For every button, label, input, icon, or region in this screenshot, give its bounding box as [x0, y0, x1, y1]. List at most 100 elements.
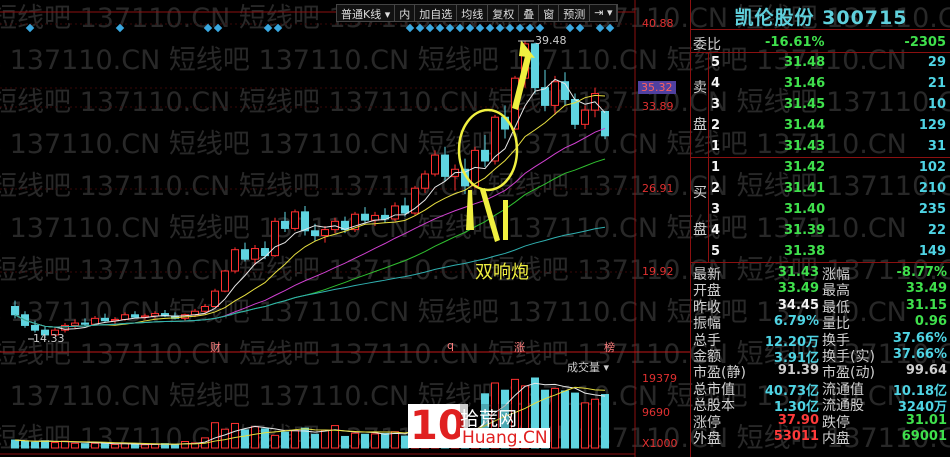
expand-menu-button[interactable]: ⇥ ▾	[590, 5, 618, 21]
event-diamond	[485, 23, 495, 33]
bid-price[interactable]: 31.39	[784, 223, 826, 238]
volume-axis-unit: X1000	[642, 437, 678, 450]
forecast-button[interactable]: 预测	[559, 5, 591, 21]
stat-label: 振幅	[693, 316, 721, 333]
volume-bar	[101, 443, 109, 449]
stat-label: 流通值	[822, 381, 864, 398]
moving-average-button[interactable]: 均线	[457, 5, 489, 21]
stat-value: 3240万	[897, 400, 947, 416]
candle-body	[61, 324, 69, 331]
stat-value: 34.45	[777, 297, 819, 313]
ask-level: 2	[711, 118, 721, 133]
candle-body	[531, 43, 539, 89]
event-diamond	[515, 23, 525, 33]
volume-bar	[581, 402, 589, 449]
volume-bar	[41, 440, 49, 449]
add-watchlist-button[interactable]: 加自选	[415, 5, 458, 21]
ask-side-label: 盘	[693, 117, 707, 133]
ask-price[interactable]: 31.44	[784, 118, 826, 133]
volume-bar	[171, 444, 179, 449]
volume-bar	[51, 442, 59, 449]
event-diamond	[425, 23, 435, 33]
annotations	[28, 40, 535, 340]
logo-name: 拾荒网	[460, 404, 518, 431]
bid-price[interactable]: 31.41	[784, 181, 826, 196]
candle-body	[51, 329, 59, 336]
order-ratio-label: 委比	[693, 37, 721, 53]
candle-body	[421, 173, 429, 189]
ma60-line	[14, 226, 606, 328]
stat-value: 31.01	[905, 412, 947, 428]
candle-body	[281, 220, 289, 229]
toolbar-inner-button[interactable]: 内	[395, 5, 416, 21]
stat-value: 37.66%	[892, 330, 947, 346]
ask-price[interactable]: 31.43	[784, 139, 826, 154]
candle-body	[261, 248, 269, 257]
overlay-button[interactable]: 叠	[519, 5, 540, 21]
bid-price[interactable]: 31.38	[784, 244, 826, 259]
event-diamond	[415, 23, 425, 33]
volume-bar	[241, 429, 249, 449]
bid-level: 4	[711, 223, 721, 238]
candle-body	[581, 109, 589, 125]
ma30-line	[14, 158, 606, 328]
bid-side-label: 盘	[693, 222, 707, 238]
annotation-arrow-up	[512, 52, 532, 110]
annotation-arrow-right	[480, 188, 500, 242]
annotation-circle	[457, 108, 519, 192]
stat-label: 换手	[822, 332, 850, 349]
ask-price[interactable]: 31.45	[784, 97, 826, 112]
volume-bar	[231, 422, 239, 449]
candle-body	[491, 116, 499, 162]
stat-value: 31.15	[905, 297, 947, 313]
bid-price[interactable]: 31.40	[784, 202, 826, 217]
price-axis-current: 35.32	[638, 81, 676, 94]
candle-body	[601, 110, 609, 137]
volume-bar	[361, 433, 369, 449]
volume-bar	[141, 444, 149, 449]
annotation-text: 双响炮	[475, 262, 529, 283]
volume-bar	[11, 439, 19, 449]
volume-bar	[271, 434, 279, 449]
volume-bar	[391, 431, 399, 449]
volume-bar	[501, 389, 509, 449]
volume-bar	[81, 443, 89, 449]
quote-panel: 凯伦股份 300715 委比 -16.61% -2305 卖 盘 买 盘 5 3…	[690, 0, 950, 457]
volume-bar	[321, 429, 329, 449]
event-diamond	[263, 23, 273, 33]
event-marker-finance[interactable]: 财	[210, 341, 221, 354]
candle-body	[541, 87, 549, 106]
event-marker-limit-up[interactable]: 涨	[514, 341, 525, 354]
bid-price[interactable]: 31.42	[784, 160, 826, 175]
ask-price[interactable]: 31.46	[784, 76, 826, 91]
candle-body	[321, 229, 329, 237]
volume-indicator-dropdown[interactable]: 成交量 ▾	[567, 361, 610, 374]
volume-bar	[601, 394, 609, 449]
ask-level: 5	[711, 55, 721, 70]
event-diamond	[203, 23, 213, 33]
stat-value: 31.43	[777, 265, 819, 280]
stat-value: 37.90	[777, 412, 819, 428]
volume-bar	[481, 393, 489, 449]
bid-level: 2	[711, 181, 721, 196]
kline-chart[interactable]	[0, 0, 690, 457]
price-adjust-button[interactable]: 复权	[488, 5, 520, 21]
volume-bar	[341, 435, 349, 449]
site-logo: 10 拾荒网 Huang.CN	[408, 404, 550, 454]
candle-body	[401, 205, 409, 214]
ask-price[interactable]: 31.48	[784, 55, 826, 70]
stat-value: -8.77%	[896, 265, 948, 280]
event-marker-q[interactable]: q	[447, 339, 454, 352]
candle-body	[201, 306, 209, 312]
price-axis-label: 40.88	[642, 17, 674, 30]
stat-label: 总手	[693, 332, 721, 349]
kline-type-dropdown[interactable]: 普通K线 ▾	[337, 5, 396, 21]
stat-label: 市盈(静)	[693, 365, 746, 382]
volume-bar	[261, 428, 269, 449]
price-axis-label: 19.92	[642, 265, 674, 278]
candle-body	[411, 187, 419, 214]
event-marker-list[interactable]: 榜	[604, 341, 615, 354]
stat-label: 总股本	[693, 398, 735, 415]
window-button[interactable]: 窗	[539, 5, 560, 21]
stat-label: 换手(实)	[822, 349, 875, 365]
